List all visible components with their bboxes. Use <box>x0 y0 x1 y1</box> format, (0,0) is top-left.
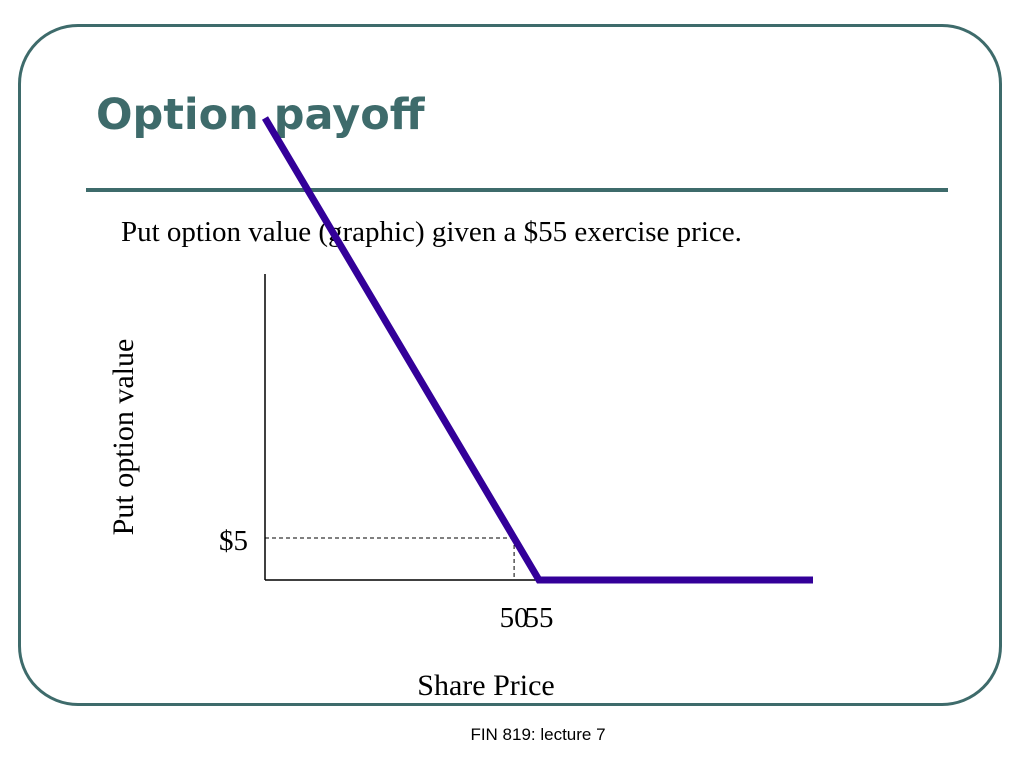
slide-title: Option payoff <box>96 90 425 140</box>
x-tick-label-55: 55 <box>525 602 554 634</box>
slide-frame <box>18 24 1002 706</box>
title-rule <box>86 188 948 192</box>
slide-subtitle: Put option value (graphic) given a $55 e… <box>121 216 742 248</box>
y-tick-label-0: $5 <box>219 525 248 557</box>
x-tick-label-50: 50 <box>500 602 529 634</box>
payoff-line-0 <box>261 116 813 584</box>
x-axis-label: Share Price <box>417 669 554 702</box>
y-axis-label: Put option value <box>107 339 140 536</box>
slide-footer: FIN 819: lecture 7 <box>470 725 606 744</box>
